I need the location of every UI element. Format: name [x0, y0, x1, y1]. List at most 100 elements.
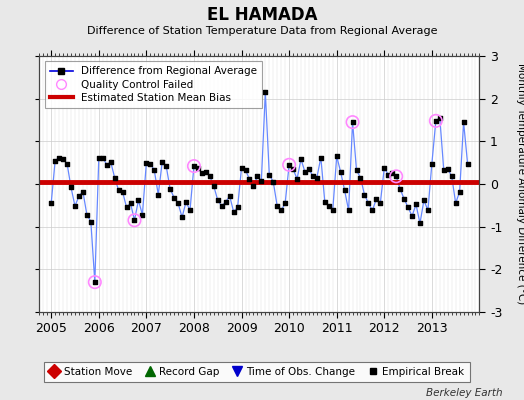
Point — [416, 220, 424, 226]
Point — [424, 207, 432, 214]
Point — [324, 203, 333, 209]
Point — [297, 156, 305, 162]
Point — [178, 214, 186, 220]
Point — [103, 162, 111, 168]
Point — [443, 166, 452, 172]
Point — [336, 169, 345, 175]
Legend: Station Move, Record Gap, Time of Obs. Change, Empirical Break: Station Move, Record Gap, Time of Obs. C… — [44, 362, 470, 382]
Point — [452, 200, 460, 206]
Point — [285, 162, 293, 168]
Point — [447, 173, 456, 180]
Point — [253, 173, 261, 180]
Point — [301, 169, 309, 175]
Legend: Difference from Regional Average, Quality Control Failed, Estimated Station Mean: Difference from Regional Average, Qualit… — [45, 61, 262, 108]
Point — [269, 179, 277, 185]
Point — [289, 166, 297, 172]
Point — [59, 156, 67, 162]
Point — [91, 279, 99, 285]
Point — [460, 119, 468, 125]
Point — [158, 159, 167, 165]
Point — [217, 203, 226, 209]
Point — [305, 166, 313, 172]
Text: EL HAMADA: EL HAMADA — [207, 6, 317, 24]
Point — [75, 193, 83, 199]
Point — [455, 188, 464, 195]
Text: Difference of Station Temperature Data from Regional Average: Difference of Station Temperature Data f… — [87, 26, 437, 36]
Point — [309, 173, 317, 180]
Point — [174, 200, 182, 206]
Point — [214, 197, 222, 204]
Point — [408, 213, 416, 219]
Point — [432, 118, 440, 124]
Point — [166, 186, 174, 192]
Point — [249, 183, 258, 189]
Point — [257, 177, 266, 184]
Point — [329, 207, 337, 214]
Point — [404, 204, 412, 211]
Point — [114, 187, 123, 194]
Point — [356, 174, 365, 181]
Point — [95, 155, 103, 162]
Point — [372, 196, 380, 202]
Point — [202, 169, 210, 175]
Point — [67, 184, 75, 191]
Point — [348, 119, 357, 125]
Point — [313, 174, 321, 181]
Point — [242, 167, 250, 174]
Point — [435, 115, 444, 121]
Point — [130, 217, 139, 224]
Point — [344, 207, 353, 214]
Point — [198, 170, 206, 176]
Point — [118, 188, 127, 195]
Y-axis label: Monthly Temperature Anomaly Difference (°C): Monthly Temperature Anomaly Difference (… — [516, 63, 524, 305]
Point — [428, 160, 436, 167]
Text: Berkeley Earth: Berkeley Earth — [427, 388, 503, 398]
Point — [210, 183, 218, 189]
Point — [111, 174, 119, 181]
Point — [182, 199, 190, 205]
Point — [91, 279, 99, 285]
Point — [134, 197, 143, 204]
Point — [412, 201, 420, 208]
Point — [400, 196, 408, 202]
Point — [170, 194, 178, 201]
Point — [368, 207, 377, 214]
Point — [432, 118, 440, 124]
Point — [245, 176, 254, 182]
Point — [233, 204, 242, 211]
Point — [142, 160, 150, 166]
Point — [55, 154, 63, 161]
Point — [420, 197, 428, 204]
Point — [321, 199, 329, 205]
Point — [361, 192, 369, 198]
Point — [384, 172, 392, 178]
Point — [99, 154, 107, 161]
Point — [277, 207, 286, 214]
Point — [146, 160, 155, 167]
Point — [222, 199, 230, 205]
Point — [333, 153, 341, 160]
Point — [376, 200, 385, 206]
Point — [392, 173, 400, 180]
Point — [364, 200, 373, 206]
Point — [261, 89, 269, 96]
Point — [237, 164, 246, 171]
Point — [47, 200, 56, 206]
Point — [150, 167, 158, 174]
Point — [392, 173, 400, 180]
Point — [205, 173, 214, 180]
Point — [348, 119, 357, 125]
Point — [186, 207, 194, 214]
Point — [352, 167, 361, 174]
Point — [273, 203, 281, 209]
Point — [79, 188, 87, 195]
Point — [122, 204, 130, 211]
Point — [293, 176, 301, 182]
Point — [285, 162, 293, 168]
Point — [130, 217, 139, 224]
Point — [265, 172, 274, 178]
Point — [162, 163, 170, 169]
Point — [281, 200, 289, 206]
Point — [440, 167, 448, 174]
Point — [380, 164, 388, 171]
